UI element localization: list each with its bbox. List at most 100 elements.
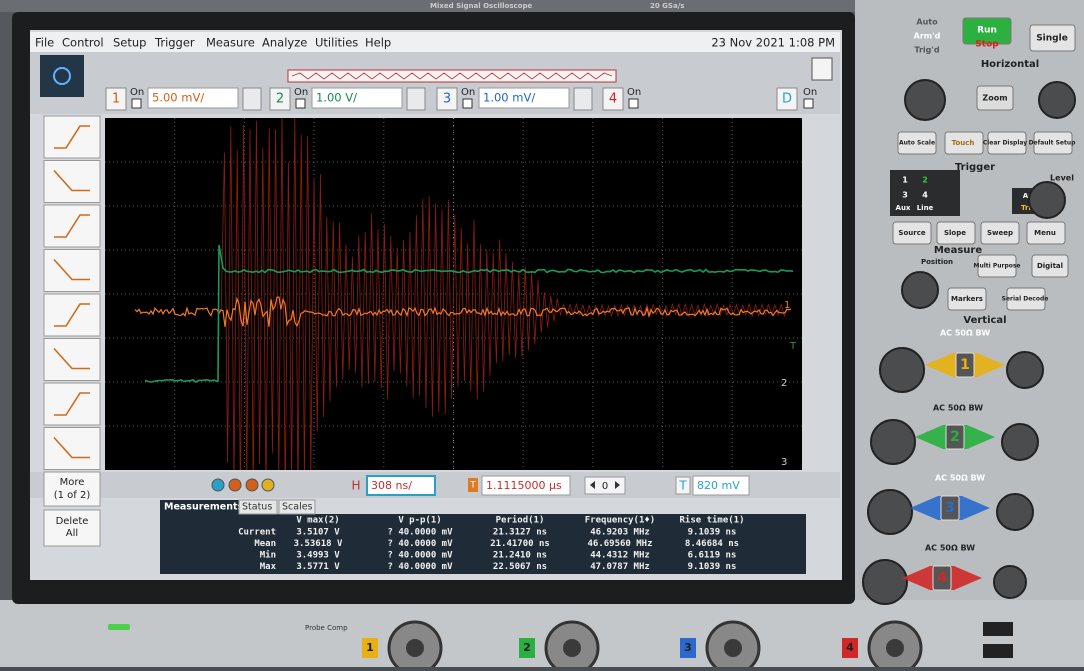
panel-label: Single [1036, 34, 1068, 44]
trigger-mode-button[interactable] [44, 116, 100, 158]
channel-button-label: 2 [950, 429, 960, 445]
channel-button-label: 3 [945, 500, 955, 516]
knob[interactable] [868, 490, 912, 534]
panel-label: 1 [902, 176, 908, 185]
measurement-column: Period(1) [496, 515, 545, 526]
measurement-value: ? 40.0000 mV [387, 528, 453, 538]
measurement-value: 8.46684 ns [685, 539, 739, 549]
channel-number: 1 [112, 92, 120, 107]
measurement-column: Rise time(1) [679, 515, 744, 526]
trace-marker: T [789, 341, 797, 352]
panel-label: AC 50Ω BW [933, 404, 983, 413]
measurement-row-label: Min [260, 550, 276, 561]
channel-on-label: On [461, 87, 475, 98]
panel-label: 2 [922, 176, 928, 185]
channel-scale: 1.00 V/ [316, 91, 357, 105]
trigger-mode-button[interactable] [44, 250, 100, 292]
knob[interactable] [994, 566, 1026, 598]
panel-label: Stop [975, 40, 999, 50]
panel-label: 3 [902, 191, 908, 200]
scale-spinner[interactable] [407, 88, 425, 110]
panel-label: Trigger [955, 162, 995, 173]
h-label: H [351, 479, 360, 493]
panel-label: AC 50Ω BW [935, 474, 985, 483]
channel-checkbox[interactable] [132, 99, 141, 108]
channel-dot[interactable] [212, 479, 224, 491]
measurement-column: Frequency(1♦) [585, 516, 655, 526]
page: Mixed Signal Oscilloscope20 GSa/sFileCon… [0, 0, 1084, 667]
panel-label: Arm'd [914, 32, 941, 41]
trigger-mode-button[interactable] [44, 294, 100, 336]
channel-dot[interactable] [262, 479, 274, 491]
knob[interactable] [1039, 82, 1075, 118]
channel-number: 4 [609, 92, 617, 107]
digital-on-label: On [803, 87, 817, 98]
panel-label: Serial Decode [1002, 296, 1049, 303]
knob[interactable] [871, 420, 915, 464]
menu-item[interactable]: Utilities [315, 36, 358, 50]
measurement-tab-label: Measurements [164, 502, 243, 513]
panel-label: Sweep [987, 229, 1013, 237]
channel-checkbox[interactable] [296, 99, 305, 108]
input-label: 2 [523, 641, 531, 654]
channel-checkbox[interactable] [463, 99, 472, 108]
logo [40, 55, 84, 97]
measurement-column: V p-p(1) [398, 516, 441, 526]
measurement-row-label: Mean [254, 539, 276, 549]
digital-checkbox[interactable] [804, 99, 813, 108]
delete-label: Delete [56, 516, 89, 527]
bnc-center [724, 639, 742, 657]
menu-item[interactable]: File [35, 36, 54, 50]
trigger-level: 820 mV [697, 479, 740, 492]
usb-port [983, 644, 1013, 658]
channel-checkbox[interactable] [629, 99, 638, 108]
panel-label: Digital [1037, 262, 1063, 270]
menu-item[interactable]: Help [365, 36, 391, 50]
measurement-value: 46.69560 MHz [587, 539, 652, 549]
knob[interactable] [902, 272, 938, 308]
channel-on-label: On [294, 87, 308, 98]
knob[interactable] [1007, 352, 1043, 388]
panel-label: Menu [1034, 229, 1056, 237]
more-label: More [60, 477, 85, 488]
channel-dot[interactable] [229, 479, 241, 491]
input-label: 3 [684, 641, 692, 654]
menu-item[interactable]: Setup [113, 36, 146, 50]
overview-bar [288, 70, 616, 82]
model-name: Mixed Signal Oscilloscope [430, 2, 532, 10]
knob[interactable] [863, 560, 907, 604]
delay-value: 1.1115000 µs [486, 479, 562, 492]
panel-label: Zoom [982, 94, 1007, 103]
knob[interactable] [905, 80, 945, 120]
channel-on-label: On [627, 87, 641, 98]
channel-scale: 5.00 mV/ [152, 91, 204, 105]
trigger-mode-button[interactable] [44, 428, 100, 470]
knob[interactable] [880, 348, 924, 392]
panel-label: AC 50Ω BW [940, 329, 990, 338]
trigger-mode-button[interactable] [44, 383, 100, 425]
menu-item[interactable]: Control [62, 36, 104, 50]
menu-item[interactable]: Measure [206, 36, 255, 50]
more-page: (1 of 2) [54, 490, 91, 501]
panel-label: Position [921, 258, 953, 266]
knob[interactable] [1029, 182, 1065, 218]
trigger-mode-button[interactable] [44, 205, 100, 247]
menu-item[interactable]: Analyze [262, 36, 307, 50]
panel-label: Default Setup [1029, 140, 1077, 147]
bottom-panel [0, 600, 1084, 667]
scale-spinner[interactable] [574, 88, 592, 110]
panel-label: AC 50Ω BW [925, 544, 975, 553]
measurement-value: 3.53618 V [294, 539, 343, 549]
measurement-value: 3.5771 V [296, 562, 340, 572]
scale-spinner[interactable] [243, 88, 261, 110]
panel-label: Run [977, 26, 997, 36]
minimize-button[interactable] [812, 58, 832, 80]
channel-dot[interactable] [246, 479, 258, 491]
menu-item[interactable]: Trigger [154, 36, 195, 50]
panel-label: Multi Purpose [974, 263, 1021, 270]
measurement-tab-label: Status [242, 502, 272, 513]
trigger-mode-button[interactable] [44, 161, 100, 203]
trigger-mode-button[interactable] [44, 339, 100, 381]
knob[interactable] [997, 494, 1033, 530]
knob[interactable] [1002, 424, 1038, 460]
